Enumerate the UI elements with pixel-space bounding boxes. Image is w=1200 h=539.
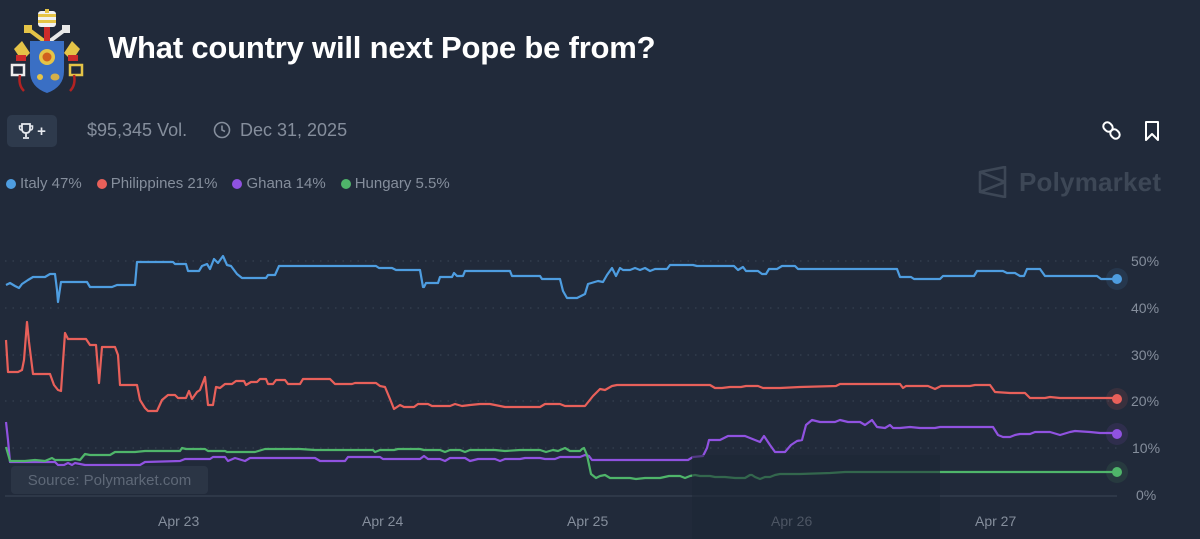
series-line-philippines [4,320,1117,413]
legend-label: Ghana 14% [246,175,326,192]
svg-text:0%: 0% [1136,487,1156,503]
volume-label: $95,345 Vol. [87,120,188,140]
gridlines [5,260,1117,449]
svg-text:Apr 23: Apr 23 [158,513,199,529]
svg-text:10%: 10% [1132,440,1160,456]
link-icon[interactable] [1101,120,1123,142]
legend-dot [232,178,243,189]
polymarket-logo-icon [978,166,1007,198]
legend-dot [6,178,16,189]
legend-dot [96,178,107,189]
legend-label: Italy 47% [20,175,82,192]
series-line-ghana [4,418,1117,467]
svg-text:Apr 25: Apr 25 [567,513,608,529]
source-label: Source: Polymarket.com [11,466,208,494]
polymarket-watermark: Polymarket [977,166,1161,198]
legend-label: Philippines 21% [110,175,218,192]
svg-text:Apr 27: Apr 27 [975,513,1016,529]
svg-text:Apr 24: Apr 24 [362,513,403,529]
svg-text:30%: 30% [1131,347,1159,363]
series-line-italy [5,254,1117,304]
series-end-markers [1106,268,1128,483]
market-meta-bar: + $95,345 Vol. Dec 31, 2025 [0,112,1200,148]
bookmark-icon[interactable] [1143,120,1161,142]
legend-item-ghana: Ghana 14% [232,175,326,192]
svg-text:20%: 20% [1131,393,1159,409]
legend-dot [340,178,351,189]
rewards-button[interactable]: + [7,115,57,147]
clock-icon [213,121,231,139]
svg-text:40%: 40% [1131,300,1159,316]
trophy-icon [18,122,34,139]
page-title: What country will next Pope be from? [108,30,656,65]
faded-overlay [692,455,940,539]
legend-item-philippines: Philippines 21% [96,175,218,192]
legend-item-italy: Italy 47% [6,175,82,192]
legend-item-hungary: Hungary 5.5% [340,175,450,192]
svg-text:50%: 50% [1131,253,1159,269]
plus-label: + [37,122,46,140]
y-axis-labels: 50% 40% 30% 20% 10% 0% [1131,253,1160,503]
legend-label: Hungary 5.5% [354,175,450,192]
chart-legend: Italy 47% Philippines 21% Ghana 14% Hung… [6,175,450,192]
papal-coat-of-arms-icon [10,9,84,93]
end-date-label: Dec 31, 2025 [240,120,348,140]
market-header: What country will next Pope be from? [0,0,1200,100]
